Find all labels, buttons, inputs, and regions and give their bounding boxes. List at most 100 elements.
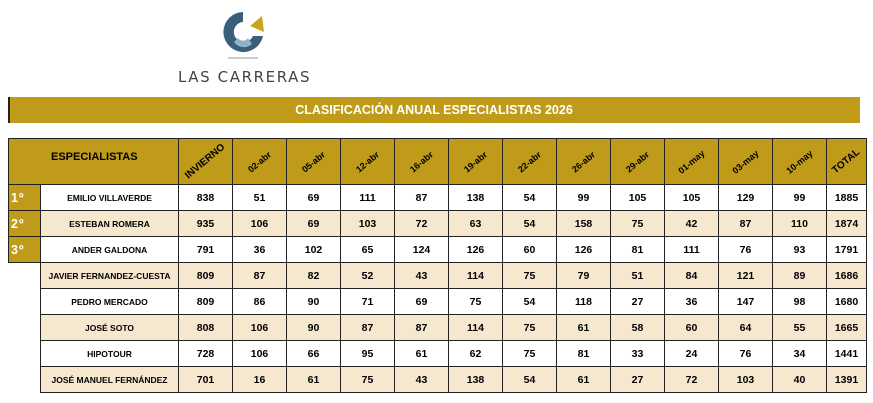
race-score: 71 (340, 288, 395, 315)
rank-empty (8, 288, 41, 315)
race-score: 24 (664, 340, 719, 367)
race-score: 105 (664, 184, 719, 211)
table-row: JAVIER FERNANDEZ-CUESTA 809 87 82 52 43 114 75 7… (8, 262, 867, 289)
race-score: 99 (556, 184, 611, 211)
race-score: 75 (502, 340, 557, 367)
race-score: 106 (232, 314, 287, 341)
race-score: 43 (394, 366, 449, 393)
race-score: 84 (664, 262, 719, 289)
total-score: 1441 (826, 340, 867, 367)
race-score: 87 (340, 314, 395, 341)
race-score: 114 (448, 262, 503, 289)
race-score: 111 (664, 236, 719, 263)
race-score: 33 (610, 340, 665, 367)
race-score: 98 (772, 288, 827, 315)
column-header-specialists: ESPECIALISTAS (8, 138, 179, 185)
race-score: 129 (718, 184, 773, 211)
winter-score: 791 (178, 236, 233, 263)
race-score: 69 (286, 184, 341, 211)
race-score: 124 (394, 236, 449, 263)
winter-score: 808 (178, 314, 233, 341)
specialist-name: PEDRO MERCADO (40, 288, 179, 315)
race-score: 16 (232, 366, 287, 393)
race-score: 87 (394, 184, 449, 211)
specialist-name: ANDER GALDONA (40, 236, 179, 263)
race-score: 99 (772, 184, 827, 211)
column-header-date: 10-may (772, 138, 827, 185)
race-score: 54 (502, 184, 557, 211)
las-carreras-logo: LAS CARRERAS (170, 6, 320, 86)
race-score: 36 (664, 288, 719, 315)
table-row: 3º ANDER GALDONA 791 36 102 65 124 126 60 126 81 11… (8, 236, 867, 263)
rank-empty (8, 262, 41, 289)
race-score: 42 (664, 210, 719, 237)
winter-score: 935 (178, 210, 233, 237)
specialist-name: JAVIER FERNANDEZ-CUESTA (40, 262, 179, 289)
race-score: 75 (340, 366, 395, 393)
specialist-name: ESTEBAN ROMERA (40, 210, 179, 237)
logo-emblem-icon (223, 12, 264, 59)
winter-score: 838 (178, 184, 233, 211)
race-score: 75 (502, 262, 557, 289)
specialist-name: EMILIO VILLAVERDE (40, 184, 179, 211)
race-score: 66 (286, 340, 341, 367)
race-score: 61 (556, 314, 611, 341)
race-score: 103 (340, 210, 395, 237)
race-score: 54 (502, 366, 557, 393)
race-score: 61 (286, 366, 341, 393)
race-score: 76 (718, 340, 773, 367)
race-score: 90 (286, 314, 341, 341)
table-row: HIPOTOUR 728 106 66 95 61 62 75 81 33 24 76 34 1441 (8, 340, 867, 367)
race-score: 158 (556, 210, 611, 237)
race-score: 27 (610, 366, 665, 393)
winter-score: 728 (178, 340, 233, 367)
race-score: 89 (772, 262, 827, 289)
total-score: 1885 (826, 184, 867, 211)
race-score: 61 (394, 340, 449, 367)
column-header-total: TOTAL (826, 138, 867, 185)
column-header-date: 03-may (718, 138, 773, 185)
race-score: 126 (448, 236, 503, 263)
race-score: 121 (718, 262, 773, 289)
rank-badge: 1º (8, 184, 41, 211)
race-score: 93 (772, 236, 827, 263)
table-row: 1º EMILIO VILLAVERDE 838 51 69 111 87 138 54 99 10… (8, 184, 867, 211)
rank-empty (8, 314, 41, 341)
race-score: 69 (394, 288, 449, 315)
race-score: 147 (718, 288, 773, 315)
race-score: 58 (610, 314, 665, 341)
race-score: 52 (340, 262, 395, 289)
column-header-winter: INVIERNO (178, 138, 233, 185)
race-score: 65 (340, 236, 395, 263)
race-score: 106 (232, 340, 287, 367)
table-row: JOSÉ SOTO 808 106 90 87 87 114 75 61 58 60 64 55 1665 (8, 314, 867, 341)
race-score: 126 (556, 236, 611, 263)
column-header-date: 05-abr (286, 138, 341, 185)
race-score: 54 (502, 288, 557, 315)
race-score: 75 (610, 210, 665, 237)
race-score: 62 (448, 340, 503, 367)
race-score: 64 (718, 314, 773, 341)
race-score: 72 (394, 210, 449, 237)
race-score: 61 (556, 366, 611, 393)
ranking-table: ESPECIALISTAS INVIERNO 02-abr 05-abr 12-… (8, 138, 867, 393)
total-score: 1874 (826, 210, 867, 237)
table-row: PEDRO MERCADO 809 86 90 71 69 75 54 118 27 36 147 98… (8, 288, 867, 315)
race-score: 81 (556, 340, 611, 367)
winter-score: 809 (178, 288, 233, 315)
race-score: 138 (448, 184, 503, 211)
race-score: 95 (340, 340, 395, 367)
logo-text: LAS CARRERAS (178, 68, 312, 86)
race-score: 51 (610, 262, 665, 289)
rank-badge: 2º (8, 210, 41, 237)
race-score: 60 (664, 314, 719, 341)
race-score: 72 (664, 366, 719, 393)
race-score: 110 (772, 210, 827, 237)
race-score: 60 (502, 236, 557, 263)
rank-empty (8, 340, 41, 367)
column-header-date: 01-may (664, 138, 719, 185)
race-score: 106 (232, 210, 287, 237)
specialist-name: HIPOTOUR (40, 340, 179, 367)
race-score: 75 (448, 288, 503, 315)
table-title: CLASIFICACIÓN ANUAL ESPECIALISTAS 2026 (8, 97, 860, 123)
